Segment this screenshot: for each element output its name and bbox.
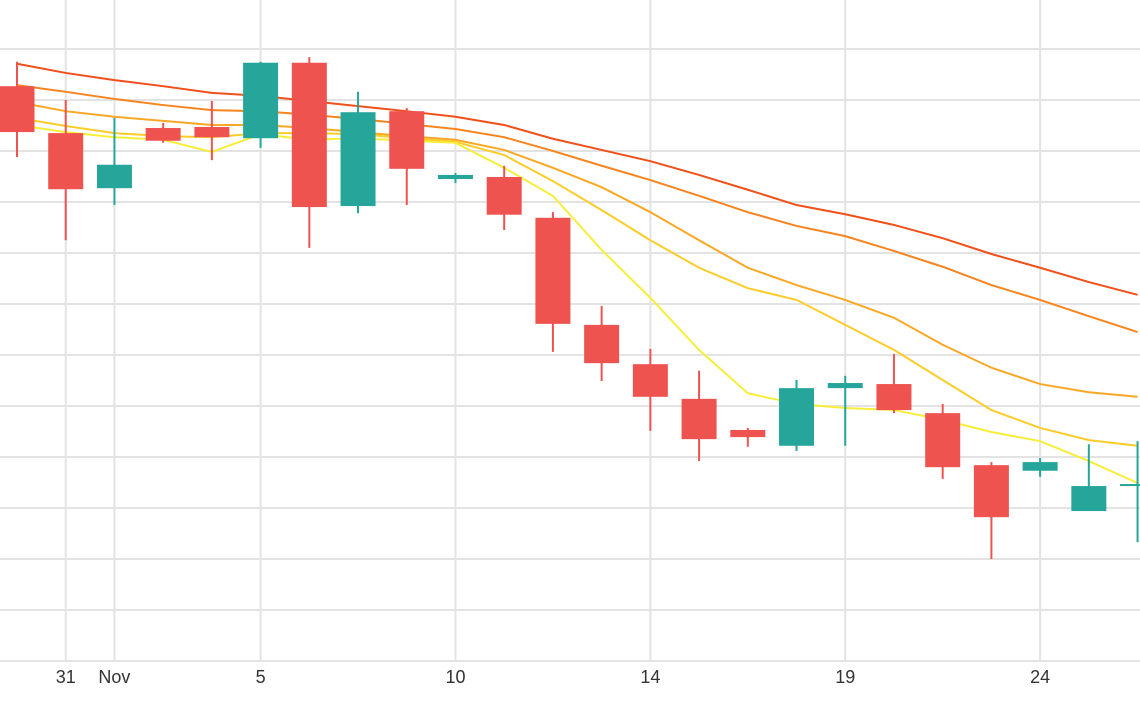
candle-body (340, 112, 376, 207)
candle-body (730, 429, 766, 438)
candle-body (681, 398, 717, 440)
moving-average-line (16, 84, 1138, 333)
candle-body (535, 217, 571, 324)
candle-body (48, 133, 84, 190)
candle-body (437, 174, 473, 180)
candle-body (291, 62, 327, 208)
candle-body (925, 413, 961, 468)
x-tick-label: 31 (56, 667, 76, 687)
candle-body (973, 465, 1009, 518)
candle-body (96, 164, 132, 189)
candle-body (1120, 484, 1140, 487)
x-tick-label: 24 (1030, 667, 1050, 687)
candle-body (1022, 462, 1058, 471)
x-tick-label: 14 (640, 667, 660, 687)
candle-body (827, 383, 863, 389)
candle-body (632, 364, 668, 397)
candle-body (1071, 486, 1107, 512)
x-tick-label: Nov (98, 667, 130, 687)
candle-body (145, 128, 181, 141)
candle-body (243, 62, 279, 139)
x-tick-label: 10 (445, 667, 465, 687)
candle-body (486, 176, 522, 215)
candle-body (389, 111, 425, 169)
x-tick-label: 19 (835, 667, 855, 687)
moving-average-line (16, 116, 1138, 447)
candle-body (584, 324, 620, 364)
x-tick-label: 5 (256, 667, 266, 687)
candle-body (0, 86, 35, 133)
moving-average-line (16, 62, 1138, 296)
candle-body (779, 388, 815, 446)
moving-average-line (16, 101, 1138, 398)
candle-body (194, 126, 230, 138)
candle-body (876, 384, 912, 411)
